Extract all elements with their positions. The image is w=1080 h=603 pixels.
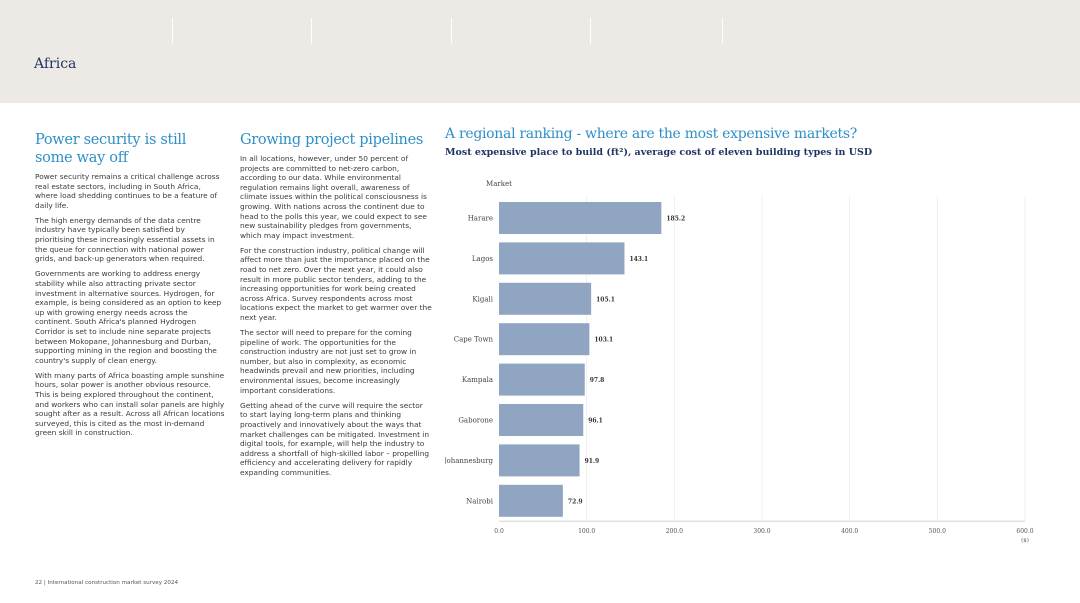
x-tick-label: 500.0 bbox=[929, 528, 946, 535]
middle-column-heading: Growing project pipelines bbox=[240, 132, 424, 148]
bar bbox=[499, 282, 592, 315]
x-tick-label: 300.0 bbox=[753, 528, 770, 535]
data-label: 72.9 bbox=[568, 498, 583, 505]
middle-column: Growing project pipelines In all locatio… bbox=[240, 131, 432, 483]
paragraph: Power security remains a critical challe… bbox=[35, 172, 220, 210]
data-label: 103.1 bbox=[594, 337, 613, 344]
chart-area: A regional ranking - where are the most … bbox=[445, 126, 1045, 546]
category-label: Nairobi bbox=[466, 497, 494, 505]
header-band: Africa bbox=[0, 0, 1080, 103]
bar bbox=[499, 323, 590, 356]
paragraph: With many parts of Africa boasting ample… bbox=[35, 370, 225, 438]
x-tick-label: 600.0 bbox=[1016, 528, 1033, 535]
paragraph: In all locations, however, under 50 perc… bbox=[240, 154, 427, 240]
category-label: Harare bbox=[468, 215, 493, 223]
paragraph: Getting ahead of the curve will require … bbox=[240, 400, 430, 477]
category-label: Gaborone bbox=[458, 417, 493, 425]
bar bbox=[499, 444, 580, 477]
category-label: Cape Town bbox=[454, 336, 494, 344]
nav-divider bbox=[722, 18, 723, 44]
nav-tabs bbox=[0, 18, 1080, 44]
category-label: Johannesburg bbox=[445, 457, 494, 465]
data-label: 97.8 bbox=[590, 377, 605, 384]
data-label: 96.1 bbox=[588, 418, 603, 425]
data-label: 91.9 bbox=[585, 458, 600, 465]
chart-subtitle: Most expensive place to build (ft²), ave… bbox=[445, 147, 873, 158]
bar bbox=[499, 363, 585, 396]
paragraph: Governments are working to address energ… bbox=[35, 269, 222, 365]
nav-divider bbox=[451, 18, 452, 44]
bar-chart: Market 0.0 100.0 200.0 300.0 400.0 500.0 600.0 (… bbox=[445, 180, 1034, 544]
data-label: 185.2 bbox=[666, 216, 685, 223]
footer: 22 | International construction market s… bbox=[35, 580, 179, 586]
y-axis-title: Market bbox=[486, 180, 512, 188]
data-label: 143.1 bbox=[629, 256, 648, 263]
x-tick-label: 400.0 bbox=[841, 528, 858, 535]
x-tick-label: 100.0 bbox=[578, 528, 595, 535]
x-tick-label: 0.0 bbox=[494, 528, 504, 535]
paragraph: The sector will need to prepare for the … bbox=[240, 328, 417, 395]
x-tick-label: 200.0 bbox=[666, 528, 683, 535]
nav-divider bbox=[590, 18, 591, 44]
bar bbox=[499, 484, 563, 517]
section-title: Africa bbox=[34, 56, 77, 72]
bar bbox=[499, 202, 662, 234]
bar bbox=[499, 242, 625, 275]
bar bbox=[499, 404, 584, 436]
category-label: Kigali bbox=[472, 295, 493, 303]
left-column: Power security is still some way off Pow… bbox=[35, 131, 225, 443]
nav-divider bbox=[311, 18, 312, 44]
paragraph: The high energy demands of the data cent… bbox=[35, 215, 215, 264]
left-column-heading: Power security is still some way off bbox=[35, 132, 187, 166]
category-label: Lagos bbox=[472, 255, 494, 263]
x-axis-title: ($) bbox=[1021, 537, 1029, 544]
data-label: 105.1 bbox=[596, 296, 615, 303]
nav-divider bbox=[172, 18, 173, 44]
chart-title: A regional ranking - where are the most … bbox=[445, 126, 857, 142]
paragraph: For the construction industry, political… bbox=[240, 245, 432, 322]
category-label: Kampala bbox=[462, 376, 493, 384]
